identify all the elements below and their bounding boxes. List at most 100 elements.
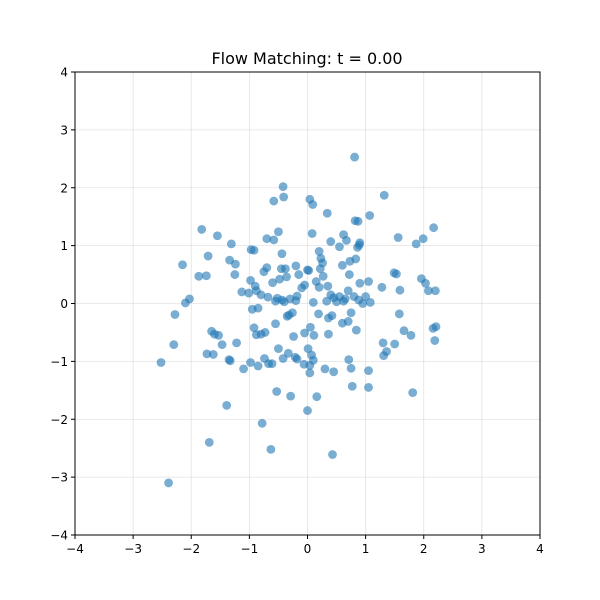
data-point-62 <box>289 332 298 341</box>
data-point-52 <box>394 309 404 319</box>
data-point-20 <box>232 338 241 348</box>
data-point-63 <box>300 328 309 338</box>
data-point-110 <box>322 296 332 306</box>
data-point-88 <box>268 278 278 288</box>
data-point-13 <box>156 358 166 367</box>
x-tick-label-4: 0 <box>304 542 312 556</box>
data-point-169 <box>365 211 375 220</box>
data-point-50 <box>428 323 438 333</box>
data-point-143 <box>213 231 222 241</box>
data-point-56 <box>249 323 259 333</box>
data-point-97 <box>287 308 297 318</box>
data-point-160 <box>326 237 336 246</box>
data-point-171 <box>418 234 428 244</box>
x-tick-label-8: 4 <box>536 542 544 556</box>
data-point-36 <box>308 355 318 365</box>
data-point-72 <box>351 325 361 335</box>
data-point-39 <box>329 367 339 377</box>
data-point-83 <box>253 303 263 313</box>
data-point-59 <box>260 328 270 337</box>
data-point-128 <box>365 297 375 307</box>
data-point-77 <box>237 287 247 297</box>
data-point-8 <box>303 406 312 415</box>
data-point-26 <box>267 359 277 369</box>
data-point-100 <box>294 270 304 279</box>
data-point-41 <box>346 363 356 373</box>
data-point-124 <box>355 278 365 288</box>
data-point-22 <box>246 358 255 367</box>
data-point-156 <box>307 229 317 238</box>
axis-ticks: −4 −3 −2 −1 0 1 2 3 4 −4 −3 −2 −1 0 1 2 3 4 <box>50 66 544 557</box>
data-point-51 <box>399 326 409 336</box>
data-point-86 <box>262 263 272 273</box>
y-tick-label-4: 0 <box>60 297 68 311</box>
data-point-71 <box>343 317 353 326</box>
x-tick-label-5: 1 <box>362 542 370 556</box>
data-point-60 <box>271 319 280 329</box>
data-point-142 <box>197 225 207 234</box>
y-tick-label-8: 4 <box>60 66 68 80</box>
x-tick-label-2: −2 <box>182 542 200 556</box>
data-point-12 <box>408 388 418 398</box>
data-point-152 <box>277 249 287 259</box>
data-point-133 <box>411 239 421 249</box>
data-point-29 <box>283 348 293 358</box>
y-tick-label-0: −4 <box>50 529 68 543</box>
data-point-19 <box>225 356 235 366</box>
data-point-129 <box>377 282 387 292</box>
data-point-176 <box>379 190 389 200</box>
data-point-135 <box>421 278 430 288</box>
data-point-47 <box>406 330 416 340</box>
x-tick-label-6: 2 <box>420 542 428 556</box>
data-point-75 <box>185 294 194 304</box>
y-tick-label-7: 3 <box>60 123 68 137</box>
data-point-37 <box>305 368 315 378</box>
data-point-131 <box>392 269 401 279</box>
data-point-4 <box>328 450 337 459</box>
data-point-140 <box>201 271 211 281</box>
data-point-151 <box>274 227 283 237</box>
data-point-2 <box>266 444 276 454</box>
data-point-163 <box>342 236 351 245</box>
y-tick-label-3: −1 <box>50 355 68 369</box>
x-tick-label-7: 3 <box>478 542 486 556</box>
data-point-159 <box>318 258 328 268</box>
data-point-104 <box>304 266 314 275</box>
data-point-17 <box>217 340 227 349</box>
data-point-136 <box>424 286 433 296</box>
data-point-150 <box>269 235 279 245</box>
data-point-177 <box>269 196 279 206</box>
data-point-107 <box>314 282 324 292</box>
data-point-175 <box>350 216 360 226</box>
data-point-139 <box>194 271 204 281</box>
data-point-66 <box>314 309 323 319</box>
data-point-168 <box>355 238 365 248</box>
data-point-87 <box>263 292 273 302</box>
data-point-95 <box>282 272 291 282</box>
data-point-173 <box>322 208 332 218</box>
points <box>156 152 441 488</box>
data-point-125 <box>358 299 368 308</box>
data-point-145 <box>226 239 236 249</box>
data-point-179 <box>278 182 288 191</box>
data-point-153 <box>281 264 290 274</box>
data-point-102 <box>300 280 309 290</box>
data-point-111 <box>323 281 333 291</box>
data-point-68 <box>324 329 333 339</box>
data-point-178 <box>279 192 289 202</box>
data-point-154 <box>291 261 301 271</box>
data-point-11 <box>364 383 373 392</box>
data-point-137 <box>430 286 440 296</box>
data-point-64 <box>306 322 315 332</box>
data-point-181 <box>308 200 318 209</box>
x-tick-label-1: −3 <box>124 542 142 556</box>
data-point-7 <box>286 391 296 401</box>
data-point-76 <box>230 270 240 279</box>
data-point-161 <box>335 242 344 252</box>
data-point-182 <box>350 152 359 162</box>
data-point-141 <box>178 260 187 270</box>
data-point-138 <box>203 251 213 261</box>
y-tick-label-1: −3 <box>50 471 68 485</box>
x-tick-label-3: −1 <box>241 542 259 556</box>
data-point-15 <box>202 349 212 359</box>
